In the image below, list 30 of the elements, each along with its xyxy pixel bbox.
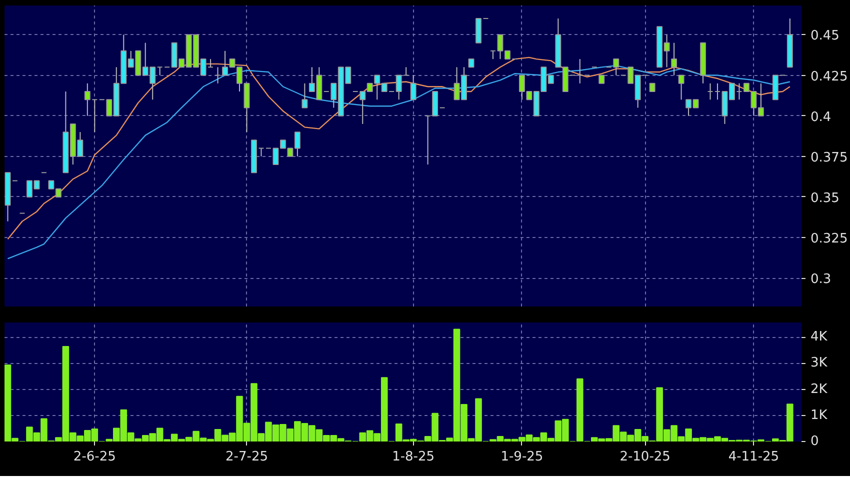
y-tick-label: 0.425	[810, 69, 848, 84]
y-tick-label: 4K	[810, 330, 828, 345]
candlestick	[576, 58, 583, 84]
x-tick-label: 2-6-25	[73, 450, 116, 464]
candlestick	[156, 66, 163, 76]
x-tick-label: 1-9-25	[500, 450, 544, 464]
candlestick	[678, 74, 684, 100]
x-tick-label: 4-11-25	[728, 450, 780, 464]
candlestick	[410, 74, 416, 100]
y-tick-label: 0.375	[810, 150, 848, 166]
candlestick	[736, 82, 742, 100]
x-tick-label: 2-7-25	[226, 450, 268, 464]
y-tick-label: 0.325	[810, 232, 848, 247]
y-tick-label: 3K	[810, 356, 828, 371]
y-tick-label: 0.4	[810, 110, 832, 125]
y-tick-label: 0.35	[810, 190, 840, 206]
y-tick-label: 1K	[810, 408, 828, 423]
candlestick	[671, 42, 677, 76]
x-tick-label: 1-8-25	[392, 450, 435, 464]
y-tick-label: 0.3	[810, 272, 832, 288]
y-tick-label: 0.45	[810, 28, 840, 44]
x-tick-label: 2-10-25	[620, 450, 670, 464]
y-tick-label: 0	[810, 434, 819, 449]
candlestick	[258, 148, 264, 157]
candlestick	[214, 66, 221, 84]
candlestick	[714, 82, 720, 100]
candlestick	[707, 82, 714, 100]
y-tick-label: 2K	[810, 382, 828, 397]
candlestick	[302, 82, 308, 108]
candlestick	[490, 50, 496, 60]
